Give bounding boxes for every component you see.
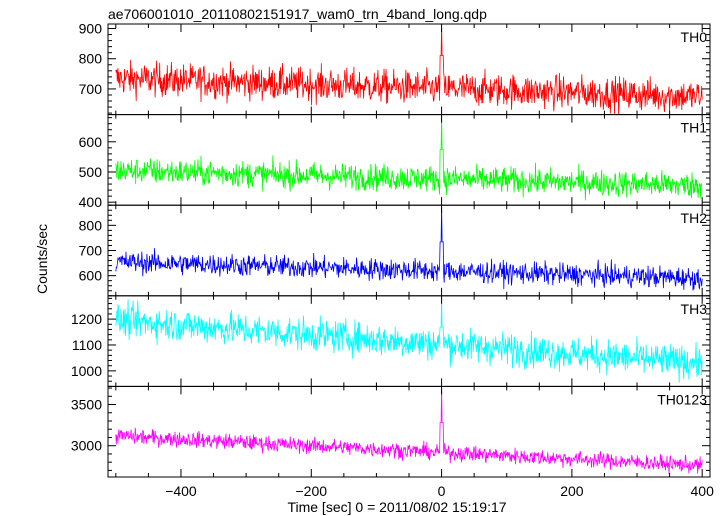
- y-tick-label: 3500: [71, 397, 102, 413]
- y-tick-label: 800: [79, 217, 103, 233]
- y-tick-label: 600: [79, 134, 103, 150]
- y-tick-label: 900: [79, 21, 103, 37]
- panel-label-th3: TH3: [681, 301, 708, 317]
- y-tick-label: 600: [79, 268, 103, 284]
- series-line-th2: [115, 205, 703, 291]
- y-axis-label: Counts/sec: [34, 224, 50, 294]
- series-line-th3: [115, 295, 703, 383]
- panel-label-th2: TH2: [681, 210, 708, 226]
- x-tick-label: 400: [691, 483, 715, 499]
- x-tick-label: 200: [560, 483, 584, 499]
- y-tick-label: 800: [79, 51, 103, 67]
- x-tick-label: 0: [438, 483, 446, 499]
- series-line-th0123: [115, 386, 703, 475]
- series-line-th1: [115, 114, 703, 201]
- x-tick-label: −200: [295, 483, 327, 499]
- panels-group: 700 800 900 TH0 400 500 600 TH1 600 700 800 TH2 1000…: [71, 21, 714, 499]
- y-tick-label: 1200: [71, 311, 102, 327]
- y-tick-label: 3000: [71, 438, 102, 454]
- chart-title: ae706001010_20110802151917_wam0_trn_4ban…: [108, 6, 487, 22]
- panel-frame-th0123: [107, 385, 711, 478]
- x-axis-label: Time [sec] 0 = 2011/08/02 15:19:17: [287, 499, 506, 515]
- y-tick-label: 1100: [72, 337, 102, 353]
- panel-label-th0: TH0: [681, 29, 708, 45]
- panel-label-th0123: TH0123: [657, 391, 707, 407]
- y-tick-label: 500: [79, 164, 103, 180]
- series-line-th0: [115, 23, 703, 115]
- panel-frame-th3: [107, 295, 711, 387]
- y-tick-label: 700: [79, 81, 103, 97]
- y-tick-label: 1000: [71, 363, 102, 379]
- x-tick-label: −400: [165, 483, 197, 499]
- y-tick-label: 700: [79, 243, 103, 259]
- panel-label-th1: TH1: [681, 120, 708, 136]
- y-tick-label: 400: [79, 194, 103, 210]
